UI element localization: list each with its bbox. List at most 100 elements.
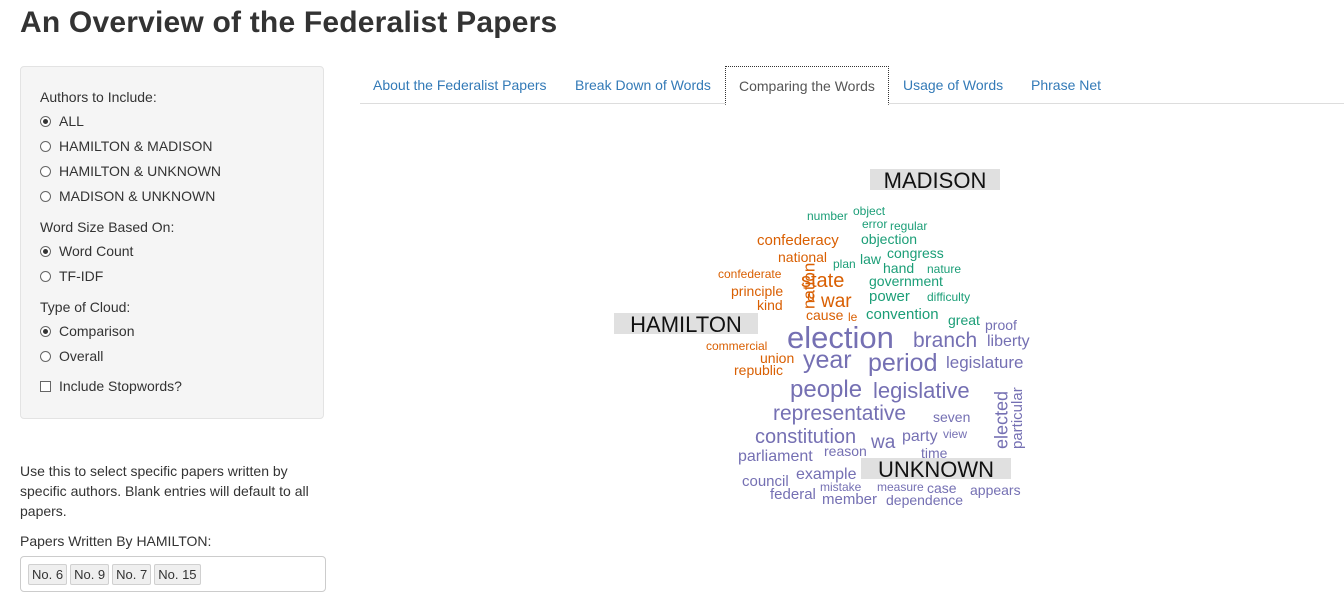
radio-icon[interactable]: [40, 140, 51, 152]
unknown-group-label: UNKNOWN: [878, 457, 994, 482]
cloud-word: federal: [770, 486, 816, 503]
cloud-word: republic: [734, 362, 783, 378]
cloud-word: principle: [731, 283, 783, 299]
cloud-word: party: [902, 428, 938, 445]
cloud-word: legislative: [873, 378, 970, 403]
cloud-word: year: [803, 346, 852, 374]
papers-input[interactable]: No. 6 No. 9 No. 7 No. 15: [20, 556, 326, 592]
radio-icon[interactable]: [40, 270, 51, 282]
hamilton-label-box: [614, 313, 758, 334]
cloud-word: kind: [757, 297, 783, 313]
size-option-word-count[interactable]: Word Count: [40, 243, 133, 259]
word-size-label: Word Size Based On:: [40, 219, 175, 235]
checkbox-icon[interactable]: [40, 380, 51, 392]
cloud-word: confederate: [718, 267, 782, 281]
cloud-word: error: [862, 217, 887, 231]
cloud-word: nation: [800, 263, 819, 309]
cloud-word: congress: [887, 245, 944, 261]
cloud-word: nature: [927, 262, 961, 276]
cloud-word: case: [927, 480, 957, 496]
radio-icon[interactable]: [40, 325, 51, 337]
paper-chip[interactable]: No. 6: [28, 563, 68, 585]
cloud-word: particular: [1009, 387, 1026, 449]
cloud-word: union: [760, 350, 794, 366]
unknown-label-box: [861, 458, 1011, 479]
paper-chip[interactable]: No. 7: [112, 563, 152, 585]
help-text: Use this to select specific papers writt…: [20, 463, 309, 519]
madison-label-box: [870, 169, 1000, 190]
author-option-all[interactable]: ALL: [40, 113, 84, 129]
cloud-word: state: [801, 270, 844, 292]
cloud-word: elected: [991, 391, 1011, 449]
cloud-word: seven: [933, 409, 970, 425]
radio-icon[interactable]: [40, 350, 51, 362]
madison-group-label: MADISON: [884, 168, 987, 193]
size-option-tf-idf[interactable]: TF-IDF: [40, 268, 103, 284]
tab-about[interactable]: About the Federalist Papers: [373, 77, 547, 93]
cloud-word: u: [807, 288, 815, 304]
cloud-word: people: [790, 376, 862, 403]
cloud-word: council: [742, 473, 789, 490]
cloud-word: parliament: [738, 448, 813, 465]
tab-usage[interactable]: Usage of Words: [903, 77, 1004, 93]
cloud-word: confederacy: [757, 232, 839, 249]
author-option-hamilton-unknown[interactable]: HAMILTON & UNKNOWN: [40, 163, 221, 179]
cloud-word: wa: [870, 432, 896, 453]
radio-icon[interactable]: [40, 245, 51, 257]
cloud-word: time: [921, 445, 948, 461]
cloud-word: proof: [985, 317, 1017, 333]
cloud-word: national: [778, 249, 827, 265]
cloud-word: cause: [806, 307, 844, 323]
cloud-word: legislature: [946, 353, 1024, 372]
cloud-option-overall[interactable]: Overall: [40, 348, 103, 364]
cloud-word: commercial: [706, 339, 767, 353]
tab-bar: About the Federalist Papers Break Down o…: [360, 66, 1344, 105]
tab-comparing[interactable]: Comparing the Words: [725, 66, 889, 105]
radio-icon[interactable]: [40, 165, 51, 177]
cloud-word: election: [787, 320, 894, 355]
include-stopwords-checkbox[interactable]: Include Stopwords?: [40, 378, 182, 394]
tab-break-down[interactable]: Break Down of Words: [575, 77, 711, 93]
cloud-word: government: [869, 273, 943, 289]
radio-icon[interactable]: [40, 115, 51, 127]
cloud-word: war: [820, 291, 852, 312]
paper-chip[interactable]: No. 9: [70, 563, 110, 585]
cloud-word: example: [796, 466, 857, 483]
page-title: An Overview of the Federalist Papers: [20, 6, 558, 39]
cloud-word: constitution: [755, 426, 856, 448]
cloud-word: convention: [866, 306, 939, 323]
papers-label: Papers Written By HAMILTON:: [20, 533, 212, 549]
cloud-word: dependence: [886, 492, 963, 508]
cloud-word: law: [860, 251, 882, 267]
cloud-word: reason: [824, 443, 867, 459]
author-option-madison-unknown[interactable]: MADISON & UNKNOWN: [40, 188, 215, 204]
cloud-word: mistake: [820, 480, 862, 494]
author-option-hamilton-madison[interactable]: HAMILTON & MADISON: [40, 138, 213, 154]
cloud-word: object: [853, 204, 886, 218]
authors-label: Authors to Include:: [40, 89, 157, 105]
cloud-word: view: [943, 427, 967, 441]
cloud-word: branch: [913, 329, 977, 352]
cloud-word: measure: [877, 480, 924, 494]
cloud-word: regular: [890, 219, 927, 233]
paper-chip[interactable]: No. 15: [154, 563, 201, 585]
cloud-word: plan: [833, 257, 856, 271]
cloud-word: difficulty: [927, 290, 970, 304]
radio-icon[interactable]: [40, 190, 51, 202]
cloud-word: appears: [970, 482, 1021, 498]
cloud-word: period: [868, 349, 938, 377]
cloud-word: objection: [861, 231, 917, 247]
cloud-word: member: [822, 491, 877, 508]
cloud-word: great: [948, 312, 980, 328]
cloud-option-comparison[interactable]: Comparison: [40, 323, 134, 339]
cloud-word: hand: [883, 260, 914, 276]
cloud-word: le: [848, 310, 858, 324]
cloud-word: number: [807, 209, 848, 223]
cloud-type-label: Type of Cloud:: [40, 299, 131, 315]
cloud-word: liberty: [987, 333, 1030, 350]
cloud-word: power: [869, 288, 910, 305]
hamilton-group-label: HAMILTON: [630, 312, 742, 337]
tab-phrase-net[interactable]: Phrase Net: [1031, 77, 1102, 93]
sidebar-panel: Authors to Include: ALL HAMILTON & MADIS…: [20, 66, 324, 419]
